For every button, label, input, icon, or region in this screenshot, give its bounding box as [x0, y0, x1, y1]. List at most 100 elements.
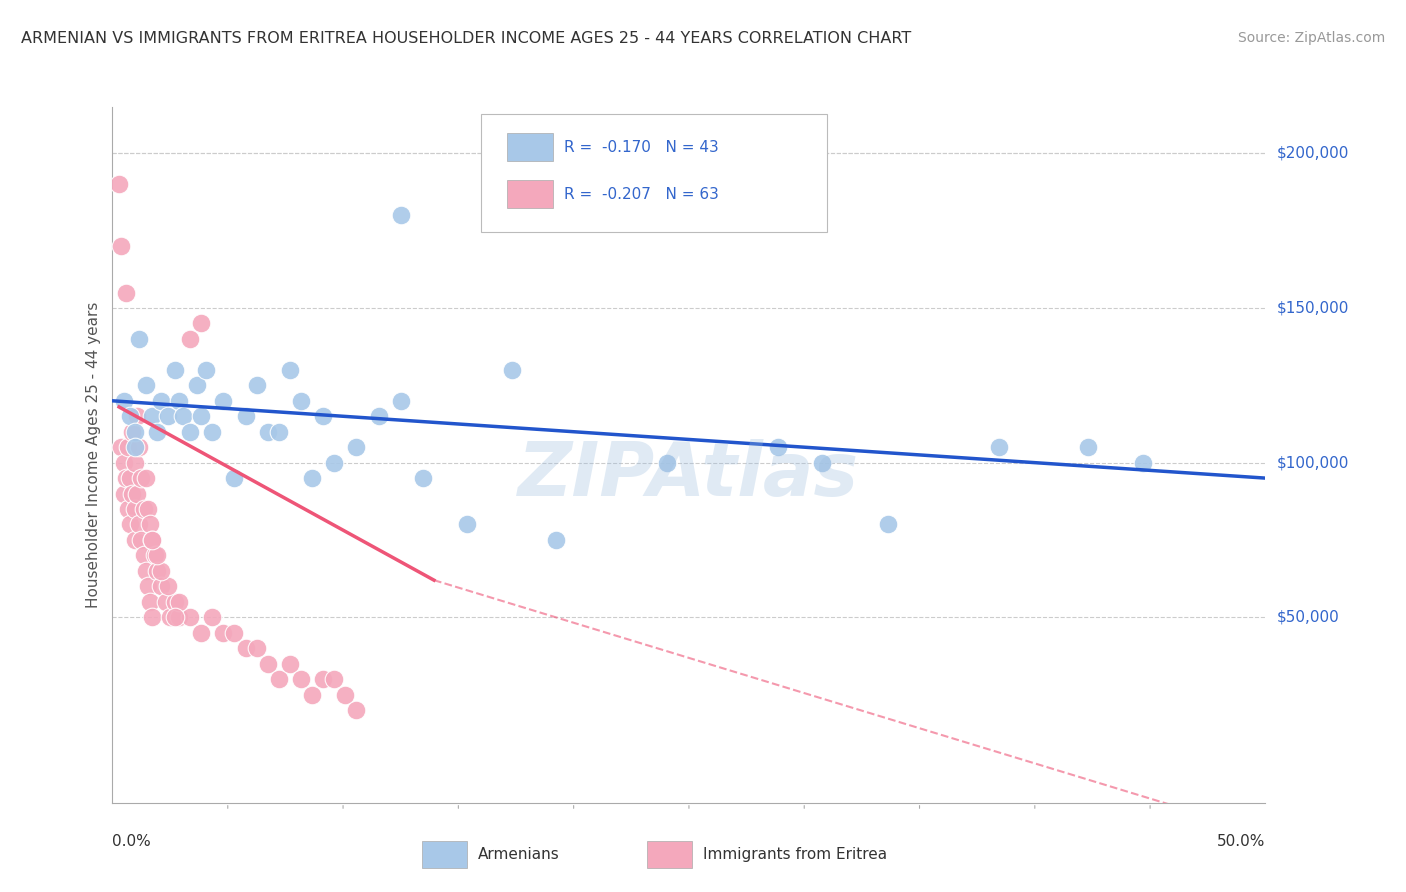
- Point: [456, 517, 478, 532]
- Text: $150,000: $150,000: [1277, 301, 1348, 316]
- Point: [136, 502, 159, 516]
- Point: [186, 378, 208, 392]
- Point: [112, 456, 135, 470]
- Point: [124, 533, 146, 547]
- Point: [124, 425, 146, 439]
- Point: [267, 672, 290, 686]
- Point: [290, 672, 312, 686]
- Text: 50.0%: 50.0%: [1218, 834, 1265, 849]
- Point: [179, 610, 201, 624]
- Point: [389, 208, 412, 222]
- Point: [235, 641, 257, 656]
- Point: [124, 456, 146, 470]
- Point: [301, 688, 323, 702]
- Point: [256, 425, 278, 439]
- Point: [877, 517, 900, 532]
- Text: Source: ZipAtlas.com: Source: ZipAtlas.com: [1237, 31, 1385, 45]
- Point: [988, 440, 1011, 454]
- Point: [135, 378, 157, 392]
- Point: [190, 409, 212, 424]
- Point: [112, 486, 135, 500]
- Point: [117, 440, 139, 454]
- Point: [125, 486, 148, 500]
- Point: [129, 533, 153, 547]
- Point: [179, 425, 201, 439]
- Point: [156, 579, 179, 593]
- Point: [114, 471, 136, 485]
- Point: [121, 486, 143, 500]
- Point: [655, 456, 678, 470]
- Point: [212, 393, 235, 408]
- Text: R =  -0.207   N = 63: R = -0.207 N = 63: [564, 186, 720, 202]
- Point: [129, 471, 153, 485]
- Point: [544, 533, 567, 547]
- Point: [146, 564, 169, 578]
- Text: ZIPAtlas: ZIPAtlas: [519, 439, 859, 512]
- Point: [1077, 440, 1099, 454]
- Point: [141, 533, 163, 547]
- Point: [150, 393, 173, 408]
- Point: [212, 625, 235, 640]
- Point: [110, 440, 132, 454]
- Point: [301, 471, 323, 485]
- Text: $200,000: $200,000: [1277, 146, 1348, 161]
- Text: R =  -0.170   N = 43: R = -0.170 N = 43: [564, 140, 720, 155]
- Point: [114, 285, 136, 300]
- Point: [136, 579, 159, 593]
- Point: [124, 440, 146, 454]
- Point: [278, 657, 301, 671]
- Point: [108, 178, 131, 192]
- Point: [335, 688, 357, 702]
- Point: [167, 610, 190, 624]
- Point: [125, 409, 148, 424]
- Point: [201, 610, 224, 624]
- Point: [139, 595, 162, 609]
- Point: [766, 440, 789, 454]
- Point: [163, 363, 186, 377]
- Point: [143, 549, 166, 563]
- Point: [190, 625, 212, 640]
- Point: [124, 502, 146, 516]
- Point: [501, 363, 523, 377]
- Point: [155, 595, 177, 609]
- Point: [172, 409, 194, 424]
- Point: [367, 409, 389, 424]
- Point: [190, 317, 212, 331]
- FancyBboxPatch shape: [506, 180, 553, 208]
- Point: [117, 502, 139, 516]
- Point: [167, 393, 190, 408]
- Text: ARMENIAN VS IMMIGRANTS FROM ERITREA HOUSEHOLDER INCOME AGES 25 - 44 YEARS CORREL: ARMENIAN VS IMMIGRANTS FROM ERITREA HOUS…: [21, 31, 911, 46]
- Point: [135, 564, 157, 578]
- Point: [312, 672, 335, 686]
- FancyBboxPatch shape: [506, 134, 553, 161]
- Point: [245, 378, 267, 392]
- Point: [201, 425, 224, 439]
- Point: [128, 332, 150, 346]
- Point: [121, 425, 143, 439]
- Point: [110, 239, 132, 253]
- Point: [167, 595, 190, 609]
- Point: [267, 425, 290, 439]
- Point: [235, 409, 257, 424]
- Point: [290, 393, 312, 408]
- Point: [146, 425, 169, 439]
- Text: $50,000: $50,000: [1277, 610, 1340, 624]
- Point: [323, 456, 346, 470]
- Point: [312, 409, 335, 424]
- Point: [120, 409, 142, 424]
- Point: [163, 610, 186, 624]
- Point: [120, 471, 142, 485]
- Point: [159, 610, 181, 624]
- Point: [389, 393, 412, 408]
- Point: [132, 549, 155, 563]
- Point: [112, 393, 135, 408]
- Point: [141, 533, 163, 547]
- Point: [141, 409, 163, 424]
- Point: [256, 657, 278, 671]
- Point: [344, 440, 367, 454]
- Text: 0.0%: 0.0%: [112, 834, 152, 849]
- Point: [344, 703, 367, 717]
- Point: [412, 471, 434, 485]
- Point: [128, 517, 150, 532]
- Y-axis label: Householder Income Ages 25 - 44 years: Householder Income Ages 25 - 44 years: [86, 301, 101, 608]
